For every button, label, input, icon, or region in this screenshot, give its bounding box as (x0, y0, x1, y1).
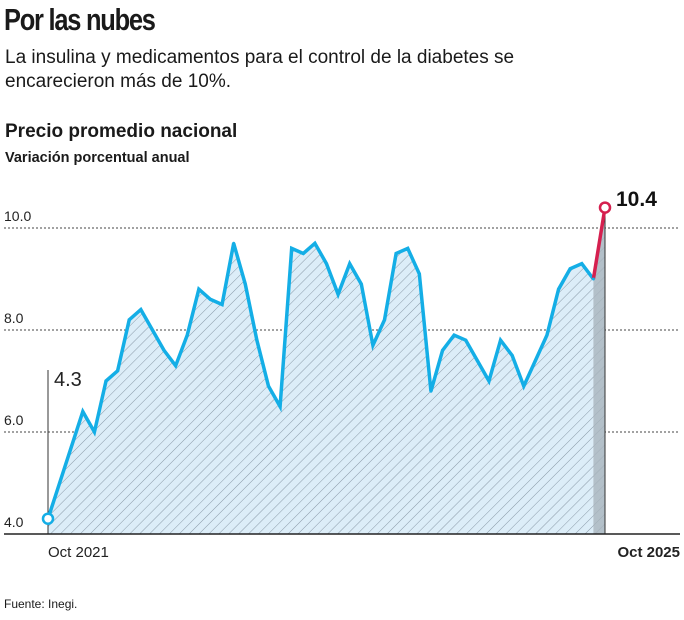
data-point (232, 241, 236, 245)
data-point (394, 252, 398, 255)
data-point (568, 267, 572, 271)
data-point (150, 328, 154, 332)
data-point (266, 384, 270, 388)
data-point (313, 241, 317, 245)
data-point (41, 512, 55, 525)
data-point (174, 364, 178, 368)
data-point (127, 318, 131, 322)
headline: Por las nubes (4, 2, 156, 37)
data-point (452, 333, 456, 337)
data-point (325, 262, 328, 266)
y-tick-label: 4.0 (4, 514, 24, 530)
data-point (522, 384, 526, 388)
data-point (278, 405, 282, 408)
source-note: Fuente: Inegi. (4, 597, 78, 611)
data-point (545, 333, 549, 337)
data-point (464, 338, 468, 342)
chart-subtitle: Variación porcentual anual (5, 150, 190, 166)
data-point (208, 297, 212, 301)
last-month-band (593, 207, 605, 534)
data-point (591, 277, 595, 281)
data-point (243, 282, 247, 286)
data-point (104, 379, 108, 383)
data-point (499, 338, 503, 342)
data-point (92, 430, 96, 434)
data-point (383, 318, 387, 322)
data-point (417, 272, 421, 276)
x-tick-label-start: Oct 2021 (48, 544, 109, 561)
data-point (487, 379, 491, 383)
y-tick-label: 10.0 (4, 208, 31, 224)
data-point (162, 348, 166, 352)
data-point (255, 338, 259, 342)
data-point (557, 287, 561, 291)
series-line (46, 240, 595, 520)
chart-title: Precio promedio nacional (5, 121, 238, 142)
highlight-segment (591, 207, 607, 280)
data-point (580, 262, 584, 266)
data-point (533, 359, 537, 363)
last-value-label: 10.4 (616, 188, 657, 211)
y-tick-label: 8.0 (4, 310, 24, 326)
area-fill (48, 207, 605, 534)
data-point (116, 369, 120, 373)
data-point (290, 246, 294, 250)
data-point (185, 333, 189, 337)
data-point (220, 303, 224, 306)
data-point (371, 343, 375, 347)
data-point (139, 308, 143, 312)
data-point (348, 262, 352, 266)
data-point (197, 287, 201, 291)
data-point (429, 389, 433, 393)
data-point (69, 445, 73, 449)
data-point (336, 292, 340, 296)
data-point (81, 410, 85, 414)
data-point (406, 246, 410, 250)
data-point (598, 201, 612, 214)
y-tick-label: 6.0 (4, 412, 24, 428)
first-value-label: 4.3 (54, 369, 82, 391)
data-point (510, 354, 514, 357)
subheadline: La insulina y medicamentos para el contr… (5, 47, 515, 92)
data-point (359, 282, 363, 286)
data-point (441, 348, 445, 352)
x-tick-label-end: Oct 2025 (617, 544, 680, 561)
data-point (301, 252, 305, 255)
data-point (58, 481, 62, 485)
data-point (475, 359, 479, 363)
